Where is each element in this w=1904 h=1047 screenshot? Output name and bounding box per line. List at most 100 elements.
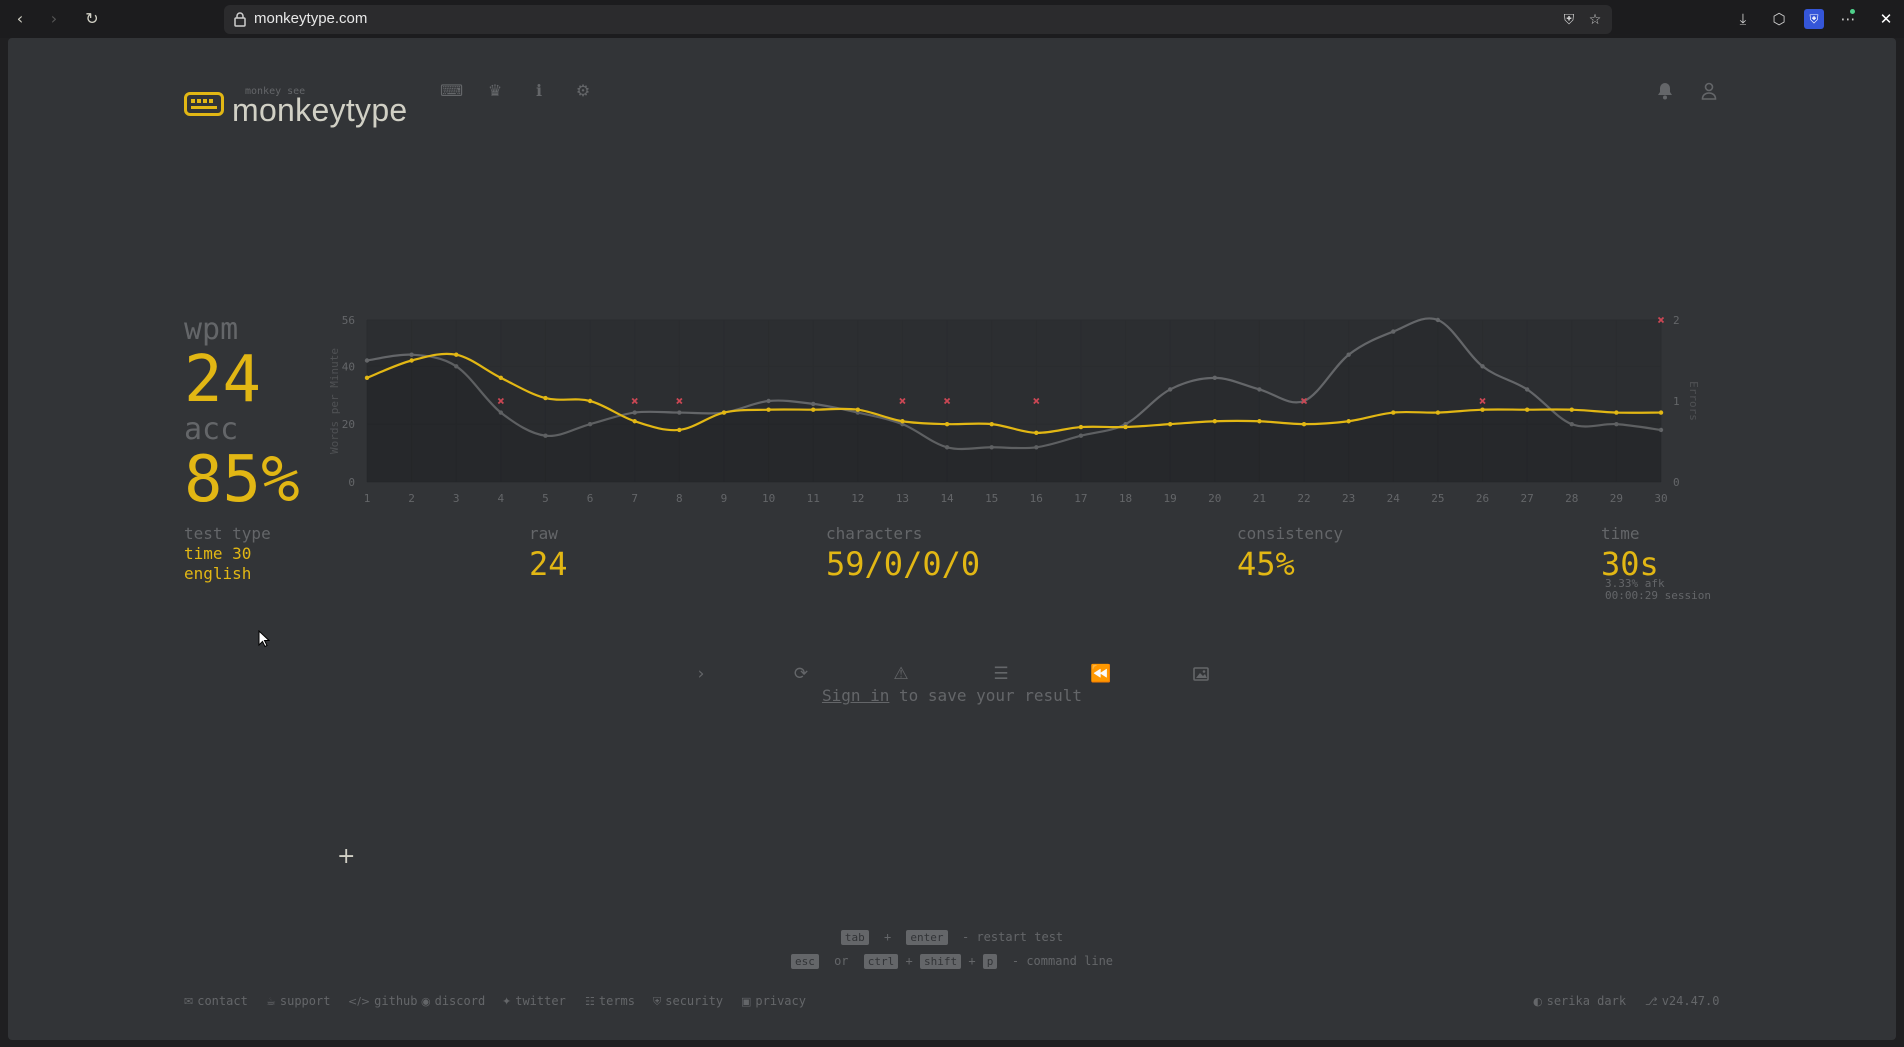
error-point bbox=[899, 397, 906, 405]
forward-icon[interactable]: › bbox=[50, 9, 58, 28]
y2-axis-title: Errors bbox=[1687, 381, 1700, 421]
sign-in-prompt: Sign in to save your result bbox=[8, 686, 1896, 705]
shield-icon[interactable]: ⛨ bbox=[1563, 12, 1575, 28]
wpm-chart[interactable]: 1 2 3 4 5 6 7 8 9 10 11 12 13 14 15 16 17 18 19 20 21 22 23 24 2… bbox=[8, 38, 1896, 518]
y2-tick-label: 1 bbox=[1673, 395, 1680, 408]
error-point bbox=[676, 397, 683, 405]
raw-point bbox=[677, 410, 682, 415]
raw-point bbox=[1167, 387, 1173, 392]
screenshot-icon[interactable] bbox=[1189, 662, 1213, 686]
mouse-pointer-icon bbox=[258, 630, 270, 648]
word-history-icon[interactable]: ☰ bbox=[993, 664, 1009, 684]
footer-terms[interactable]: ☷ terms bbox=[585, 994, 635, 1008]
bitwarden-icon[interactable]: ⛨ bbox=[1804, 9, 1824, 29]
raw-point bbox=[1078, 433, 1084, 438]
keyboard-icon[interactable]: ⌨ bbox=[440, 81, 464, 100]
error-point bbox=[1479, 397, 1486, 405]
donate-icon: ☕ bbox=[266, 995, 276, 1008]
footer-theme[interactable]: ◐ serika dark bbox=[1533, 994, 1626, 1008]
next-test-icon[interactable]: › bbox=[697, 664, 705, 684]
x-tick-label: 21 bbox=[1253, 492, 1266, 505]
info-icon[interactable]: i bbox=[535, 81, 543, 100]
palette-icon: ◐ bbox=[1533, 995, 1543, 1008]
footer-twitter[interactable]: ✦ twitter bbox=[502, 994, 566, 1008]
download-icon[interactable]: ⤓ bbox=[1739, 10, 1747, 28]
lock-icon: ▣ bbox=[741, 995, 752, 1008]
wpm-point bbox=[1257, 419, 1262, 424]
raw-point bbox=[1569, 421, 1574, 427]
bell-icon[interactable] bbox=[1654, 80, 1676, 102]
crown-icon[interactable]: ♛ bbox=[487, 81, 503, 100]
error-point bbox=[1300, 397, 1308, 405]
discord-icon: ◉ bbox=[421, 995, 431, 1008]
x-tick-label: 11 bbox=[807, 492, 820, 505]
sign-in-link[interactable]: Sign in bbox=[821, 686, 890, 705]
extensions-icon[interactable]: ⬡ bbox=[1772, 10, 1786, 28]
footer-github[interactable]: </> github bbox=[348, 994, 418, 1008]
more-icon[interactable]: ⋯ bbox=[1840, 10, 1856, 28]
raw-point bbox=[1391, 329, 1396, 334]
footer-contact-label: contact bbox=[197, 994, 248, 1008]
test-type-language: english bbox=[184, 564, 252, 583]
x-tick-label: 26 bbox=[1476, 492, 1489, 505]
raw-point bbox=[1034, 445, 1039, 450]
consistency-label: consistency bbox=[1237, 524, 1343, 543]
x-tick-label: 2 bbox=[408, 492, 415, 505]
characters-value: 59/0/0/0 bbox=[826, 545, 981, 583]
account-icon[interactable] bbox=[1698, 80, 1720, 102]
tab-key: tab bbox=[840, 930, 869, 945]
acc-value: 85% bbox=[184, 443, 300, 517]
time-label: time bbox=[1601, 524, 1640, 543]
gear-icon[interactable]: ⚙ bbox=[575, 81, 591, 100]
restart-icon[interactable]: ⟳ bbox=[793, 664, 809, 684]
footer-support[interactable]: ☕ support bbox=[266, 994, 330, 1008]
footer-discord[interactable]: ◉ discord bbox=[421, 994, 485, 1008]
plus-sign: + bbox=[905, 954, 913, 968]
command-line-hint: esc or ctrl + shift + p - command line bbox=[8, 954, 1896, 969]
reload-icon[interactable]: ↻ bbox=[85, 9, 99, 28]
x-tick-label: 25 bbox=[1431, 492, 1444, 505]
back-icon[interactable]: ‹ bbox=[16, 9, 24, 28]
raw-point bbox=[543, 433, 548, 438]
wpm-point bbox=[498, 375, 504, 381]
x-tick-label: 27 bbox=[1521, 492, 1534, 505]
raw-point bbox=[1480, 364, 1485, 369]
raw-point bbox=[409, 352, 414, 357]
star-icon[interactable]: ☆ bbox=[1588, 12, 1602, 28]
footer-contact[interactable]: ✉ contact bbox=[184, 994, 248, 1008]
x-tick-label: 18 bbox=[1119, 492, 1132, 505]
footer-version-label: v24.47.0 bbox=[1661, 994, 1720, 1008]
footer-version[interactable]: ⎇ v24.47.0 bbox=[1645, 994, 1719, 1008]
error-point bbox=[1657, 316, 1665, 324]
or-text: or bbox=[834, 954, 849, 968]
footer-theme-label: serika dark bbox=[1546, 994, 1627, 1008]
x-tick-label: 8 bbox=[676, 492, 683, 505]
x-tick-label: 1 bbox=[364, 492, 371, 505]
wpm-point bbox=[364, 375, 370, 381]
restart-hint: tab + enter - restart test bbox=[8, 930, 1896, 945]
footer-support-label: support bbox=[279, 994, 331, 1008]
replay-icon[interactable]: ⏪ bbox=[1090, 664, 1112, 684]
raw-value: 24 bbox=[529, 545, 568, 583]
footer-security[interactable]: ⛨ security bbox=[653, 994, 723, 1009]
address-bar[interactable]: monkeytype.com ⛨ ☆ bbox=[224, 5, 1612, 34]
error-point bbox=[631, 397, 638, 405]
afk-text: 3.33% afk bbox=[1605, 577, 1665, 590]
envelope-icon: ✉ bbox=[184, 995, 194, 1008]
wpm-point bbox=[587, 398, 593, 404]
close-window-icon[interactable]: ✕ bbox=[1879, 10, 1893, 28]
logo-subtitle: monkey see bbox=[245, 86, 306, 97]
plus-sign: + bbox=[883, 930, 892, 944]
error-point bbox=[943, 397, 951, 405]
command-line-hint-text: - command line bbox=[1004, 954, 1114, 968]
warning-icon[interactable]: ⚠ bbox=[893, 664, 909, 684]
raw-point bbox=[632, 410, 637, 415]
x-tick-label: 24 bbox=[1387, 492, 1401, 505]
wpm-point bbox=[1034, 430, 1039, 436]
footer-privacy[interactable]: ▣ privacy bbox=[741, 994, 806, 1008]
raw-area bbox=[367, 318, 1661, 482]
plus-sign: + bbox=[968, 954, 976, 968]
x-tick-label: 29 bbox=[1610, 492, 1623, 505]
x-tick-label: 19 bbox=[1164, 492, 1177, 505]
monkeytype-app: monkey see monkeytype ⌨ ♛ i ⚙ wpm 24 acc… bbox=[8, 38, 1896, 1040]
